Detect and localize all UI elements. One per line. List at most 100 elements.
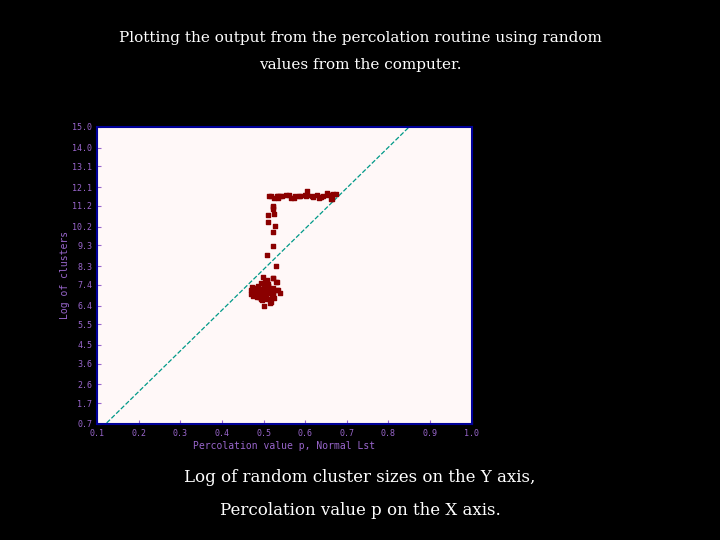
Point: [263, 282, 274, 291]
Point: [325, 191, 337, 199]
Point: [268, 284, 279, 292]
Point: [252, 281, 264, 290]
Point: [267, 227, 279, 236]
Point: [266, 288, 277, 297]
Point: [261, 251, 272, 260]
Point: [267, 203, 279, 212]
Point: [268, 210, 279, 218]
Point: [262, 218, 274, 227]
Point: [266, 292, 277, 301]
Point: [256, 288, 268, 296]
Point: [311, 191, 323, 200]
Point: [250, 285, 261, 294]
Point: [263, 280, 274, 289]
Point: [251, 285, 263, 294]
Point: [317, 192, 328, 201]
Point: [256, 285, 268, 293]
Point: [260, 289, 271, 298]
Point: [256, 287, 268, 295]
Point: [289, 191, 301, 200]
Point: [253, 290, 265, 299]
Point: [267, 242, 279, 251]
Point: [256, 295, 267, 303]
Point: [265, 192, 276, 200]
Point: [263, 285, 274, 294]
Point: [272, 194, 284, 202]
Point: [251, 293, 263, 301]
Point: [256, 287, 267, 295]
Point: [271, 286, 282, 295]
Point: [256, 289, 267, 298]
Point: [252, 291, 264, 300]
Point: [274, 289, 285, 298]
Point: [294, 191, 306, 200]
Point: [294, 191, 305, 200]
Point: [268, 293, 279, 302]
Point: [327, 191, 338, 200]
Point: [261, 291, 272, 299]
Point: [264, 285, 275, 293]
Point: [251, 284, 262, 293]
Point: [259, 291, 271, 300]
Point: [285, 194, 297, 203]
Point: [326, 194, 338, 203]
Point: [321, 189, 333, 198]
Point: [261, 276, 273, 285]
Point: [267, 201, 279, 210]
Point: [262, 285, 274, 293]
Point: [258, 288, 269, 296]
Text: Percolation value p on the X axis.: Percolation value p on the X axis.: [220, 502, 500, 519]
Point: [271, 278, 283, 286]
Point: [313, 193, 325, 202]
Point: [259, 286, 271, 295]
Point: [283, 191, 294, 199]
Point: [256, 289, 267, 298]
Point: [253, 293, 265, 301]
Point: [251, 284, 263, 293]
Point: [246, 289, 257, 298]
Point: [307, 191, 318, 200]
X-axis label: Percolation value p, Normal Lst: Percolation value p, Normal Lst: [194, 441, 375, 450]
Point: [289, 193, 300, 202]
Point: [328, 190, 339, 199]
Point: [258, 272, 269, 281]
Point: [276, 191, 288, 200]
Point: [262, 282, 274, 291]
Point: [272, 192, 284, 200]
Point: [302, 191, 313, 199]
Point: [280, 191, 292, 199]
Point: [315, 193, 327, 201]
Point: [267, 274, 279, 282]
Point: [264, 192, 275, 200]
Point: [274, 192, 286, 200]
Text: Plotting the output from the percolation routine using random: Plotting the output from the percolation…: [119, 31, 601, 45]
Point: [271, 286, 283, 295]
Point: [246, 286, 257, 294]
Point: [262, 286, 274, 295]
Point: [271, 261, 282, 270]
Point: [267, 289, 279, 298]
Point: [267, 273, 279, 282]
Point: [249, 288, 261, 297]
Y-axis label: Log of clusters: Log of clusters: [60, 231, 70, 320]
Point: [258, 290, 269, 299]
Point: [249, 284, 261, 292]
Point: [258, 281, 270, 289]
Point: [261, 295, 272, 304]
Point: [264, 295, 276, 303]
Point: [300, 191, 311, 200]
Point: [268, 193, 279, 202]
Point: [249, 288, 261, 296]
Point: [256, 296, 268, 305]
Point: [247, 282, 258, 291]
Point: [264, 298, 276, 307]
Point: [300, 191, 311, 199]
Point: [315, 192, 326, 201]
Point: [330, 190, 342, 198]
Point: [261, 287, 273, 296]
Point: [262, 211, 274, 219]
Point: [259, 278, 271, 286]
Point: [269, 221, 280, 230]
Point: [256, 286, 268, 295]
Point: [270, 278, 282, 286]
